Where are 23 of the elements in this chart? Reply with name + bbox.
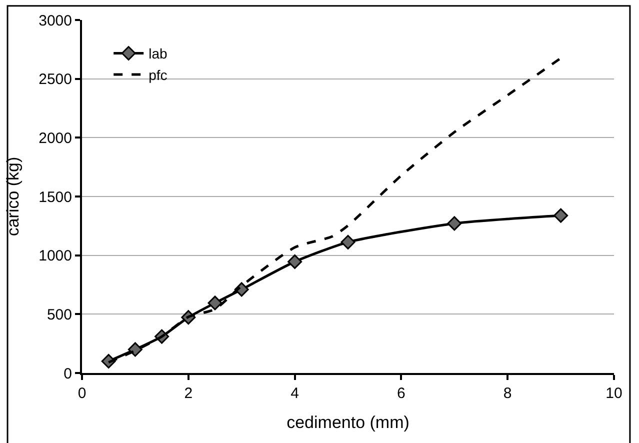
y-tick-label: 2000 xyxy=(38,130,72,147)
legend-label: lab xyxy=(148,46,168,62)
x-tick-label: 4 xyxy=(290,385,299,402)
x-tick-label: 0 xyxy=(78,385,86,402)
point xyxy=(208,296,222,310)
point xyxy=(128,342,142,357)
legend-label: pfc xyxy=(148,66,168,83)
x-axis-title: cedimento (mm) xyxy=(286,412,410,432)
x-tick-label: 2 xyxy=(184,385,193,402)
y-tick-label: 1500 xyxy=(38,188,72,206)
y-tick-label: 2500 xyxy=(38,71,72,88)
x-tick-label: 10 xyxy=(606,385,622,402)
y-tick-label: 1000 xyxy=(38,248,72,265)
x-tick-label: 8 xyxy=(503,385,512,402)
point xyxy=(340,234,356,250)
y-tick-label: 500 xyxy=(46,306,72,324)
y-tick-label: 0 xyxy=(64,365,72,382)
point xyxy=(554,208,568,223)
y-axis-title: carico (kg) xyxy=(4,156,23,236)
y-tick-label: 3000 xyxy=(38,12,72,30)
x-tick-label: 6 xyxy=(397,385,406,402)
point xyxy=(447,216,462,231)
point xyxy=(288,254,302,269)
